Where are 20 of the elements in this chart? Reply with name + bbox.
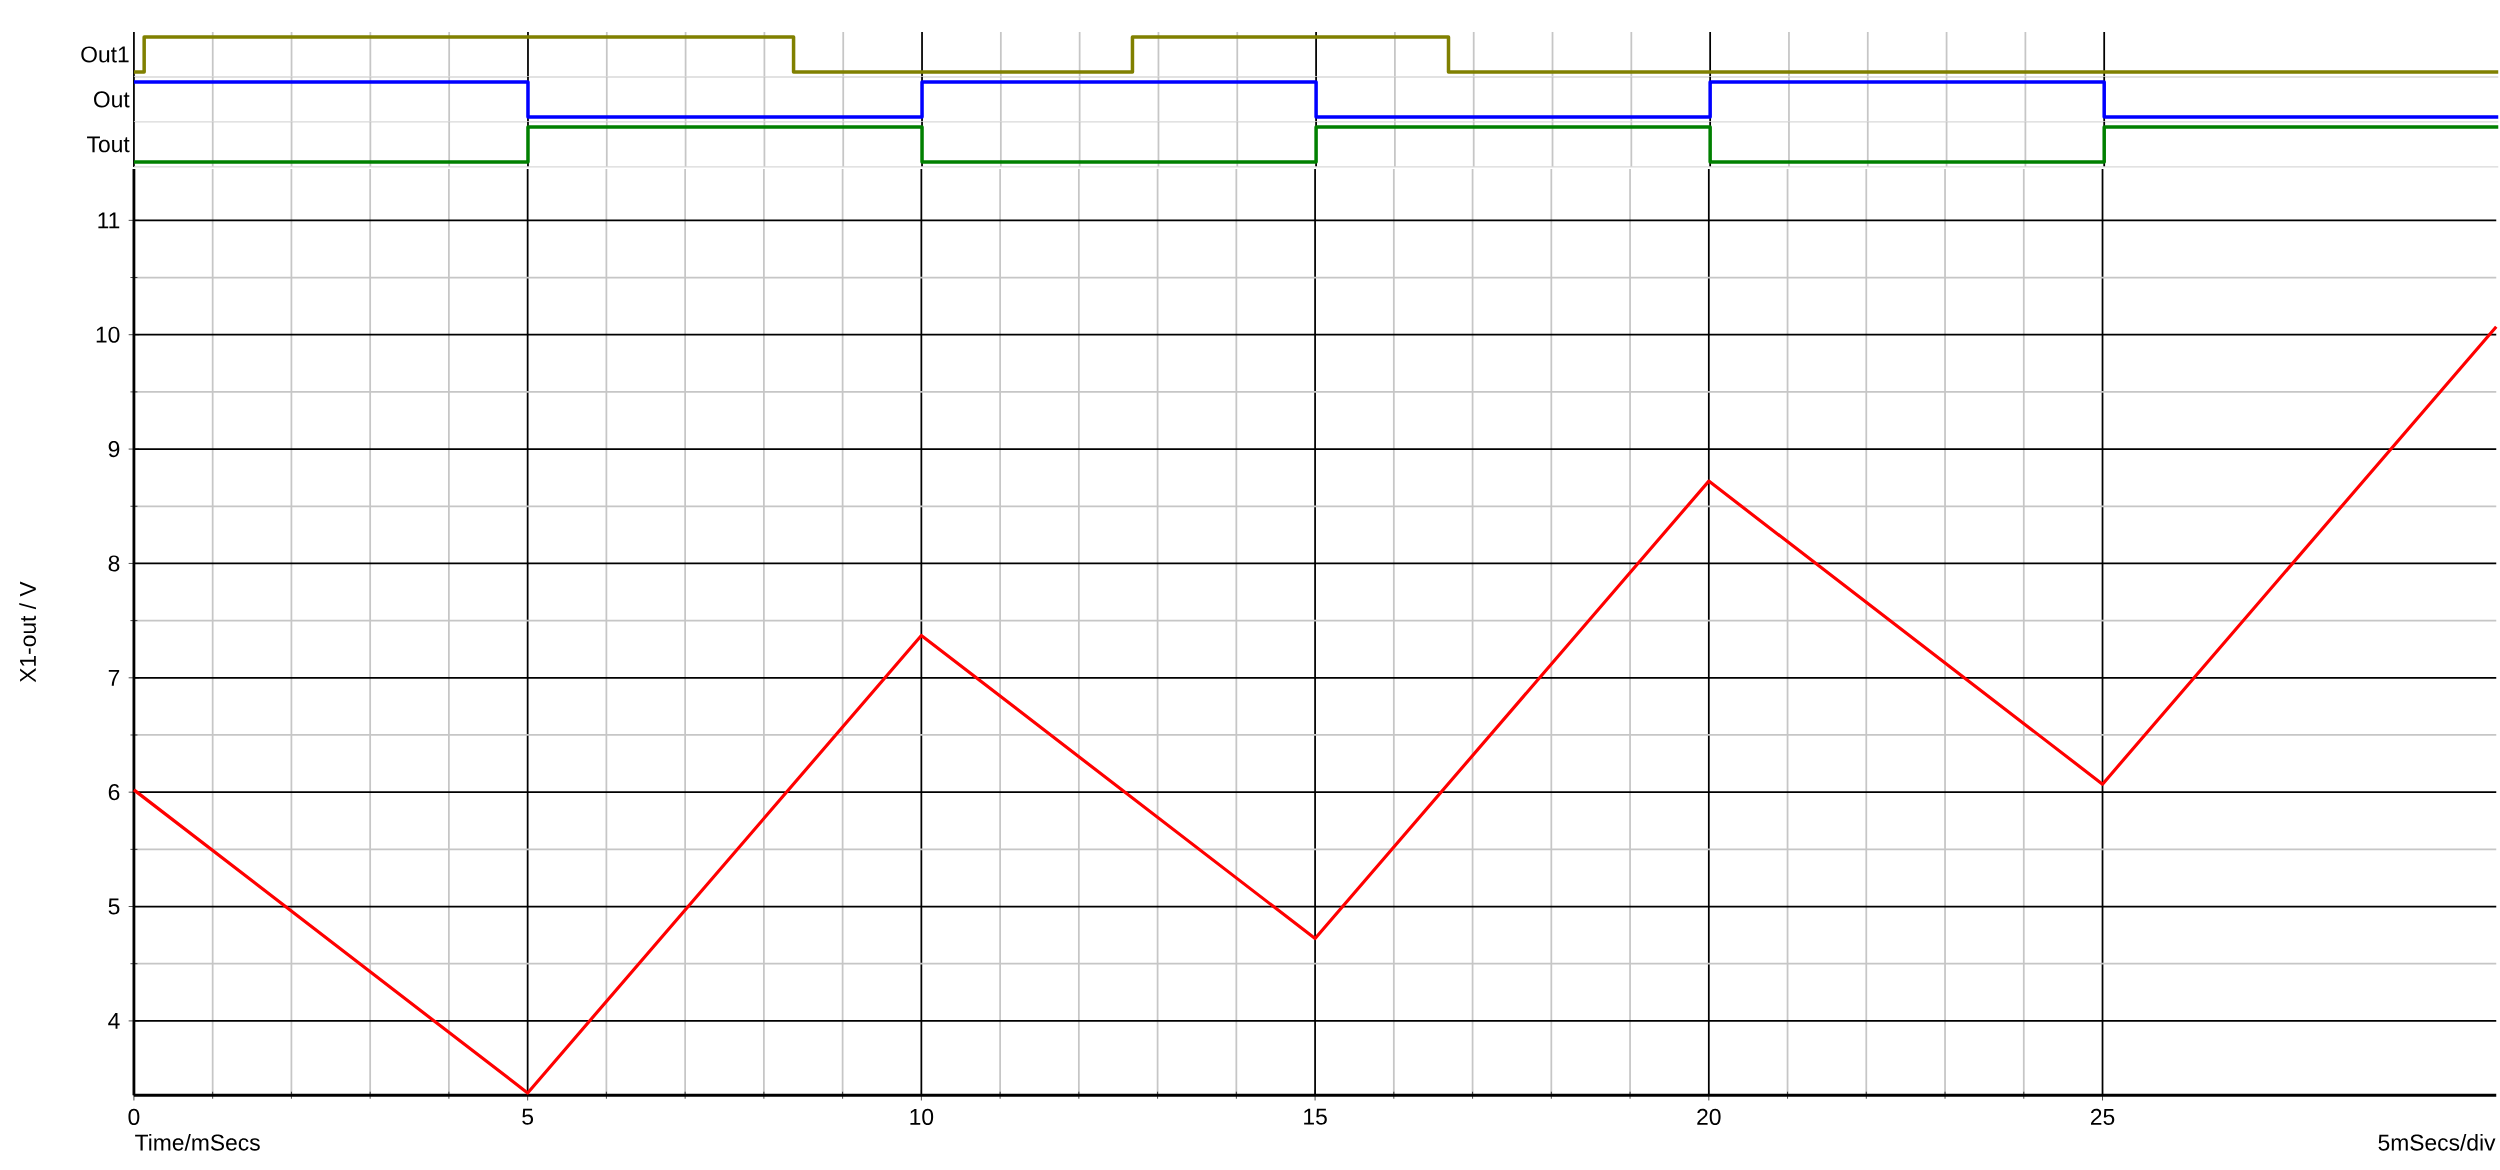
y-tick-label: 4 (108, 1012, 120, 1029)
x-axis-title: Time/mSecs (135, 1133, 260, 1151)
y-tick-label: 9 (108, 440, 120, 458)
x-tick-label: 20 (1697, 1108, 1721, 1125)
text: 5mSecs/div (2378, 1133, 2496, 1151)
y-tick-label: 11 (98, 212, 120, 229)
y-tick-label: 8 (108, 555, 120, 572)
y-axis-title: Out1 (81, 46, 129, 63)
y-tick-label: 10 (96, 326, 120, 343)
x-tick-label: 0 (128, 1108, 140, 1125)
x-tick-label: 10 (910, 1108, 934, 1125)
x-tick-label: 15 (1304, 1108, 1327, 1125)
y-tick-label: 5 (108, 898, 120, 915)
y-tick-label: 6 (108, 784, 120, 801)
x-tick-label: 5 (522, 1108, 534, 1125)
y-axis-title: X1-out / V (19, 581, 36, 683)
y-tick-label: 7 (108, 669, 120, 686)
y-axis-title: Out (94, 91, 130, 108)
x-tick-label: 25 (2090, 1108, 2115, 1125)
y-axis-title: Tout (87, 136, 130, 153)
